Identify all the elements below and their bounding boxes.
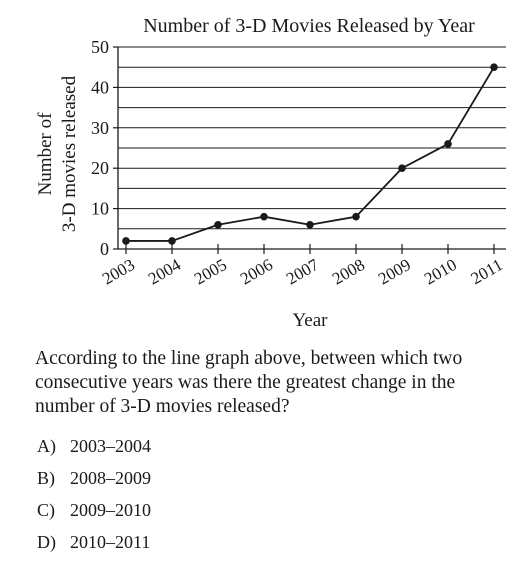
choice-b[interactable]: B) 2008–2009 xyxy=(37,467,151,499)
x-tick-label: 2011 xyxy=(468,255,506,288)
data-point xyxy=(168,237,176,245)
y-tick-label: 10 xyxy=(91,199,109,219)
data-point xyxy=(352,212,360,221)
y-tick-label: 40 xyxy=(91,77,109,97)
data-point xyxy=(306,220,314,229)
y-axis-label-line-2: 3-D movies released xyxy=(59,75,80,232)
x-tick-label: 2007 xyxy=(283,255,322,289)
x-axis-label: Year xyxy=(292,310,328,331)
data-point xyxy=(444,140,452,148)
question-text: According to the line graph above, betwe… xyxy=(35,348,463,417)
x-tick-label: 2010 xyxy=(421,255,460,288)
choice-c-text: 2009–2010 xyxy=(70,500,151,520)
x-tick-label: 2003 xyxy=(99,255,138,288)
series-line xyxy=(126,66,495,242)
choice-d-letter: D) xyxy=(37,532,56,552)
data-point xyxy=(214,220,222,229)
y-tick-label: 50 xyxy=(91,37,109,57)
data-point xyxy=(398,164,406,172)
data-point xyxy=(122,237,130,245)
x-tick-label: 2006 xyxy=(237,255,276,288)
x-tick-label: 2008 xyxy=(329,255,368,288)
choice-d[interactable]: D) 2010–2011 xyxy=(37,531,151,563)
y-axis-label-line-1: Number of xyxy=(35,112,56,196)
choice-c-letter: C) xyxy=(37,500,55,520)
x-tick-label: 2004 xyxy=(145,255,184,289)
choice-a[interactable]: A) 2003–2004 xyxy=(37,435,151,467)
answer-choices: A) 2003–2004 B) 2008–2009 C) 2009–2010 D… xyxy=(37,435,151,563)
choice-a-text: 2003–2004 xyxy=(70,436,151,456)
line-chart: Number of 3-D Movies Released by Year Nu… xyxy=(35,15,506,331)
data-point xyxy=(490,63,498,71)
choice-d-text: 2010–2011 xyxy=(70,532,151,552)
y-tick-label: 20 xyxy=(91,158,109,178)
series xyxy=(122,63,498,245)
x-tick-label: 2009 xyxy=(375,255,414,288)
grid xyxy=(118,46,506,230)
choice-c[interactable]: C) 2009–2010 xyxy=(37,499,151,531)
data-point xyxy=(260,212,268,221)
choice-a-letter: A) xyxy=(37,436,56,456)
y-tick-label: 30 xyxy=(91,118,109,138)
chart-title: Number of 3-D Movies Released by Year xyxy=(143,15,475,37)
y-tick-label: 0 xyxy=(100,239,109,259)
x-tick-label: 2005 xyxy=(191,255,230,288)
choice-b-text: 2008–2009 xyxy=(70,468,151,488)
choice-b-letter: B) xyxy=(37,468,55,488)
